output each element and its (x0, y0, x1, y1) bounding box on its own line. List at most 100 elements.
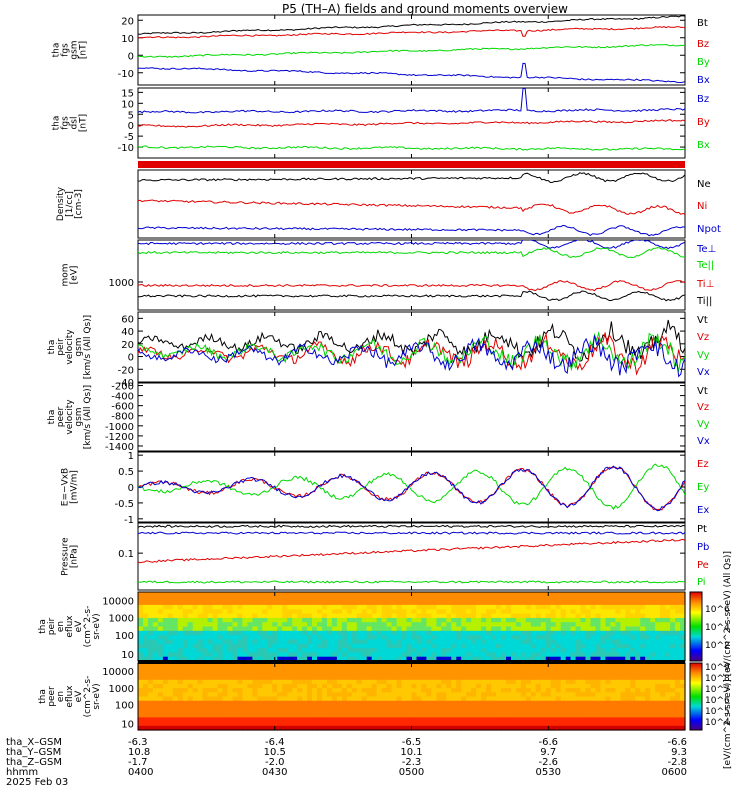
spectrogram-cell (297, 688, 303, 693)
spectrogram-cell (515, 600, 522, 606)
spectrogram-cell (322, 721, 328, 727)
x-tick-value: 0500 (399, 767, 424, 778)
spectrogram-cell (232, 592, 239, 597)
spectrogram-cell (501, 688, 507, 693)
spectrogram-cell (277, 692, 283, 698)
spectrogram-cell (580, 626, 587, 632)
spectrogram-cell (302, 688, 308, 693)
spectrogram-cell (346, 604, 353, 610)
spectrogram-cell (441, 696, 447, 702)
spectrogram-cell (143, 635, 149, 640)
spectrogram-cell (570, 622, 577, 628)
spectrogram-cell (496, 692, 502, 698)
spectrogram-cell (515, 652, 522, 658)
y-tick-label: -1400 (105, 442, 134, 453)
spectrogram-cell (162, 671, 169, 677)
spectrogram-cell (670, 717, 676, 723)
spectrogram-cell (267, 643, 273, 649)
spectrogram-cell (456, 704, 462, 710)
spectrogram-cell (496, 675, 502, 681)
spectrogram-cell (660, 652, 666, 658)
spectrogram-cell (660, 696, 666, 702)
spectrogram-cell (327, 592, 333, 597)
spectrogram-cell (257, 667, 263, 672)
spectrogram-cell (675, 613, 681, 619)
spectrogram-cell (267, 696, 273, 702)
spectrogram-cell (605, 700, 611, 706)
spectrogram-cell (615, 709, 621, 714)
spectrogram-cell (361, 700, 368, 706)
spectrogram-cell (560, 713, 567, 719)
spectrogram-cell (351, 704, 358, 710)
spectrogram-cell (197, 671, 204, 677)
spectrogram-cell (481, 600, 487, 606)
spectrogram-cell (361, 609, 368, 615)
spectrogram-cell (182, 725, 189, 731)
spectrogram-cell (496, 713, 502, 719)
spectrogram-cell (182, 604, 189, 610)
spectrogram-cell (356, 725, 363, 731)
spectrogram-cell (640, 630, 646, 636)
spectrogram-cell (560, 609, 567, 615)
spectrogram-cell (297, 683, 303, 689)
spectrogram-cell (461, 592, 467, 597)
y-axis-label: tha (52, 43, 62, 58)
spectrogram-cell (665, 626, 671, 632)
spectrogram-cell (645, 667, 651, 672)
spectrogram-cell (525, 648, 532, 653)
spectrogram-cell (615, 713, 621, 719)
spectrogram-cell (525, 709, 532, 714)
spectrogram-cell (197, 604, 204, 610)
spectrogram-cell (376, 675, 383, 681)
spectrogram-cell (570, 617, 577, 623)
spectrogram-cell (376, 721, 383, 727)
spectrogram-cell (143, 713, 149, 719)
spectrogram-cell (287, 652, 293, 658)
spectrogram-cell (451, 675, 457, 681)
y-axis-label: gsm (70, 40, 80, 59)
spectrogram-cell (481, 592, 487, 597)
spectrogram-cell (356, 617, 363, 623)
spectrogram-cell (138, 709, 144, 714)
spectrogram-cell (391, 617, 398, 623)
spectrogram-cell (152, 692, 159, 698)
spectrogram-cell (590, 671, 597, 677)
spectrogram-cell (535, 626, 542, 632)
spectrogram-cell (635, 700, 641, 706)
spectrogram-cell (625, 667, 631, 672)
spectrogram-cell (585, 688, 592, 693)
spectrogram-cell (172, 725, 179, 731)
spectrogram-cell (217, 688, 224, 693)
spectrogram-cell (327, 709, 333, 714)
spectrogram-cell (476, 696, 482, 702)
spectrogram-cell (371, 675, 378, 681)
spectrogram-cell (411, 700, 418, 706)
spectrogram-cell (665, 696, 671, 702)
spectrogram-cell (550, 596, 557, 602)
spectrogram-cell (441, 721, 447, 727)
spectrogram-cell (650, 704, 656, 710)
colorbar-tick-label: 10^4 (705, 623, 730, 633)
spectrogram-cell (292, 617, 298, 623)
spectrogram-cell (247, 648, 253, 653)
spectrogram-cell (515, 679, 522, 685)
spectrogram-cell (406, 643, 413, 649)
spectrogram-cell (570, 630, 577, 636)
spectrogram-cell (366, 592, 373, 597)
spectrogram-cell (341, 713, 348, 719)
spectrogram-cell (520, 679, 527, 685)
spectrogram-cell (560, 656, 567, 662)
spectrogram-cell (471, 688, 477, 693)
spectrogram-cell (172, 717, 179, 723)
spectrogram-cell (461, 721, 467, 727)
spectrogram-cell (312, 652, 318, 658)
spectrogram-cell (371, 626, 378, 632)
spectrogram-cell (426, 709, 432, 714)
spectrogram-cell (520, 635, 527, 640)
spectrogram-cell (167, 613, 174, 619)
spectrogram-cell (361, 656, 368, 662)
spectrogram-cell (466, 683, 472, 689)
spectrogram-cell (336, 656, 343, 662)
spectrogram-cell (192, 656, 199, 662)
